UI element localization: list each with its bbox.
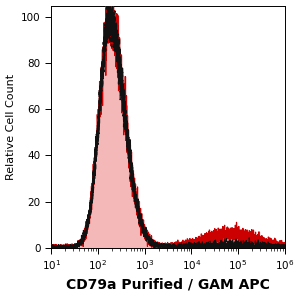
Y-axis label: Relative Cell Count: Relative Cell Count	[6, 74, 16, 180]
X-axis label: CD79a Purified / GAM APC: CD79a Purified / GAM APC	[66, 277, 270, 291]
